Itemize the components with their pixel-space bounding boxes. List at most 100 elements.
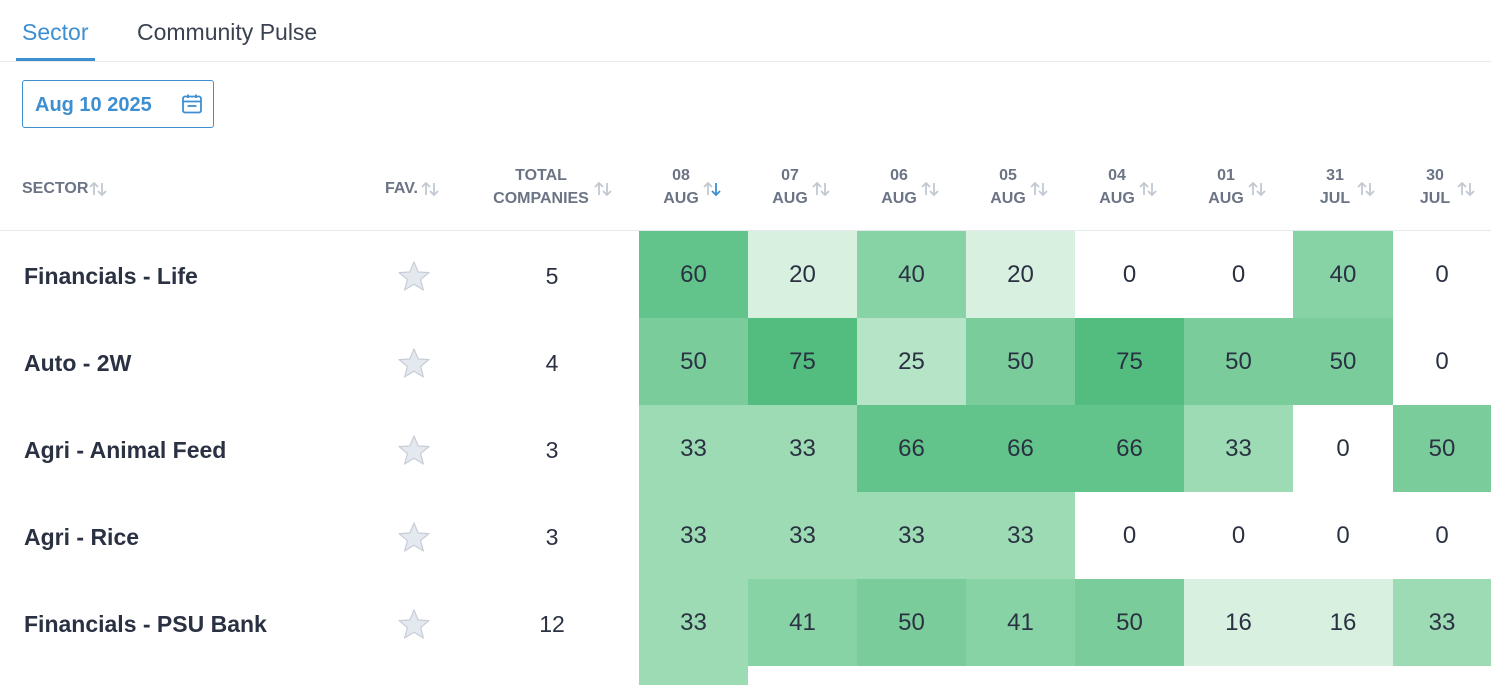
date-month: JUL — [1419, 190, 1451, 207]
column-header-date[interactable]: 05 AUG — [988, 164, 1028, 210]
heat-cell: 33 — [639, 405, 748, 492]
heat-cell: 41 — [748, 579, 857, 666]
column-header-date[interactable]: 04 AUG — [1097, 164, 1137, 210]
heat-cell-overflow — [639, 666, 748, 685]
column-label-total-line2: COMPANIES — [493, 190, 589, 207]
heat-cell: 33 — [748, 492, 857, 579]
favorite-star-icon[interactable] — [397, 608, 431, 640]
date-day: 01 — [1217, 167, 1235, 184]
total-companies: 4 — [545, 350, 559, 376]
heat-cell: 50 — [857, 579, 966, 666]
favorite-star-icon[interactable] — [397, 260, 431, 292]
heat-cell: 0 — [1293, 405, 1393, 492]
sort-icon[interactable] — [1137, 179, 1159, 199]
total-companies: 12 — [539, 611, 565, 637]
sort-icon[interactable] — [810, 179, 832, 199]
heat-cell: 33 — [966, 492, 1075, 579]
sector-name[interactable]: Financials - PSU Bank — [24, 611, 267, 637]
favorite-star-icon[interactable] — [397, 521, 431, 553]
column-header-total-companies[interactable]: TOTAL COMPANIES — [488, 164, 594, 210]
heat-cell: 60 — [639, 231, 748, 318]
table-row[interactable]: Agri - Animal Feed 3 33 33 66 66 66 33 0 50 — [0, 405, 1491, 492]
heat-cell: 40 — [857, 231, 966, 318]
heat-cell: 0 — [1293, 492, 1393, 579]
heat-cell: 0 — [1075, 231, 1184, 318]
column-header-sector[interactable]: SECTOR — [22, 177, 88, 200]
heat-cell: 66 — [1075, 405, 1184, 492]
column-label-total-line1: TOTAL — [515, 167, 567, 184]
heat-cell: 40 — [1293, 231, 1393, 318]
column-header-date[interactable]: 01 AUG — [1206, 164, 1246, 210]
column-header-date[interactable]: 07 AUG — [770, 164, 810, 210]
table-header: SECTOR FAV. TOTAL COMPANIES 08 AUG 07 AUG 06… — [0, 150, 1491, 231]
heat-cell: 75 — [1075, 318, 1184, 405]
heat-cell: 41 — [966, 579, 1075, 666]
heat-cell: 33 — [857, 492, 966, 579]
sort-icon[interactable] — [1246, 179, 1268, 199]
heat-cell: 50 — [1393, 405, 1491, 492]
date-day: 08 — [672, 167, 690, 184]
column-header-date[interactable]: 30 JUL — [1415, 164, 1455, 210]
date-month: AUG — [990, 190, 1026, 207]
sort-icon[interactable] — [419, 179, 441, 199]
column-header-date[interactable]: 06 AUG — [879, 164, 919, 210]
table-row[interactable]: Agri - Rice 3 33 33 33 33 0 0 0 0 — [0, 492, 1491, 579]
heat-cell: 20 — [748, 231, 857, 318]
heat-cell: 75 — [748, 318, 857, 405]
heat-cell: 50 — [1293, 318, 1393, 405]
heat-cell: 16 — [1293, 579, 1393, 666]
heat-cell: 50 — [639, 318, 748, 405]
favorite-star-icon[interactable] — [397, 434, 431, 466]
column-header-date[interactable]: 31 JUL — [1315, 164, 1355, 210]
active-tab-indicator — [16, 58, 95, 61]
table-row[interactable]: Auto - 2W 4 50 75 25 50 75 50 50 0 — [0, 318, 1491, 405]
tab-bar: Sector Community Pulse — [0, 0, 1491, 62]
favorite-star-icon[interactable] — [397, 347, 431, 379]
sector-name[interactable]: Financials - Life — [24, 263, 198, 289]
sort-icon[interactable] — [1455, 179, 1477, 199]
date-day: 06 — [890, 167, 908, 184]
sector-name[interactable]: Auto - 2W — [24, 350, 132, 376]
heat-cell: 50 — [966, 318, 1075, 405]
date-month: AUG — [1208, 190, 1244, 207]
date-day: 07 — [781, 167, 799, 184]
heat-cell: 33 — [1184, 405, 1293, 492]
calendar-icon[interactable] — [180, 92, 204, 116]
total-companies: 3 — [545, 437, 559, 463]
heat-cell: 66 — [966, 405, 1075, 492]
heat-cell: 0 — [1075, 492, 1184, 579]
date-picker[interactable]: Aug 10 2025 — [22, 80, 214, 128]
sort-icon[interactable] — [87, 179, 109, 199]
sector-name[interactable]: Agri - Animal Feed — [24, 437, 227, 463]
total-companies: 5 — [545, 263, 559, 289]
heat-cell: 33 — [1393, 579, 1491, 666]
heat-cell: 50 — [1075, 579, 1184, 666]
column-label-fav: FAV. — [385, 180, 418, 197]
sort-icon[interactable] — [1028, 179, 1050, 199]
sort-icon[interactable] — [1355, 179, 1377, 199]
table-row[interactable]: Financials - Life 5 60 20 40 20 0 0 40 0 — [0, 231, 1491, 318]
heat-cell: 0 — [1393, 318, 1491, 405]
sort-icon[interactable] — [592, 179, 614, 199]
heat-cell: 0 — [1393, 231, 1491, 318]
heat-cell: 0 — [1184, 231, 1293, 318]
heat-cell: 50 — [1184, 318, 1293, 405]
tab-community-pulse[interactable]: Community Pulse — [137, 19, 318, 45]
sort-icon[interactable] — [919, 179, 941, 199]
sector-name[interactable]: Agri - Rice — [24, 524, 140, 550]
heat-cell: 33 — [639, 492, 748, 579]
date-month: JUL — [1319, 190, 1351, 207]
date-day: 04 — [1108, 167, 1126, 184]
heat-cell: 33 — [748, 405, 857, 492]
date-month: AUG — [881, 190, 917, 207]
column-header-fav[interactable]: FAV. — [385, 177, 418, 200]
heat-cell: 0 — [1393, 492, 1491, 579]
date-month: AUG — [1099, 190, 1135, 207]
heat-cell: 16 — [1184, 579, 1293, 666]
table-row[interactable]: Financials - PSU Bank 12 33 41 50 41 50 16 16 33 — [0, 579, 1491, 666]
date-value: Aug 10 2025 — [35, 94, 152, 116]
column-header-date[interactable]: 08 AUG — [661, 164, 701, 210]
sort-desc-active-icon[interactable] — [701, 179, 723, 199]
tab-sector[interactable]: Sector — [22, 19, 89, 45]
date-month: AUG — [772, 190, 808, 207]
